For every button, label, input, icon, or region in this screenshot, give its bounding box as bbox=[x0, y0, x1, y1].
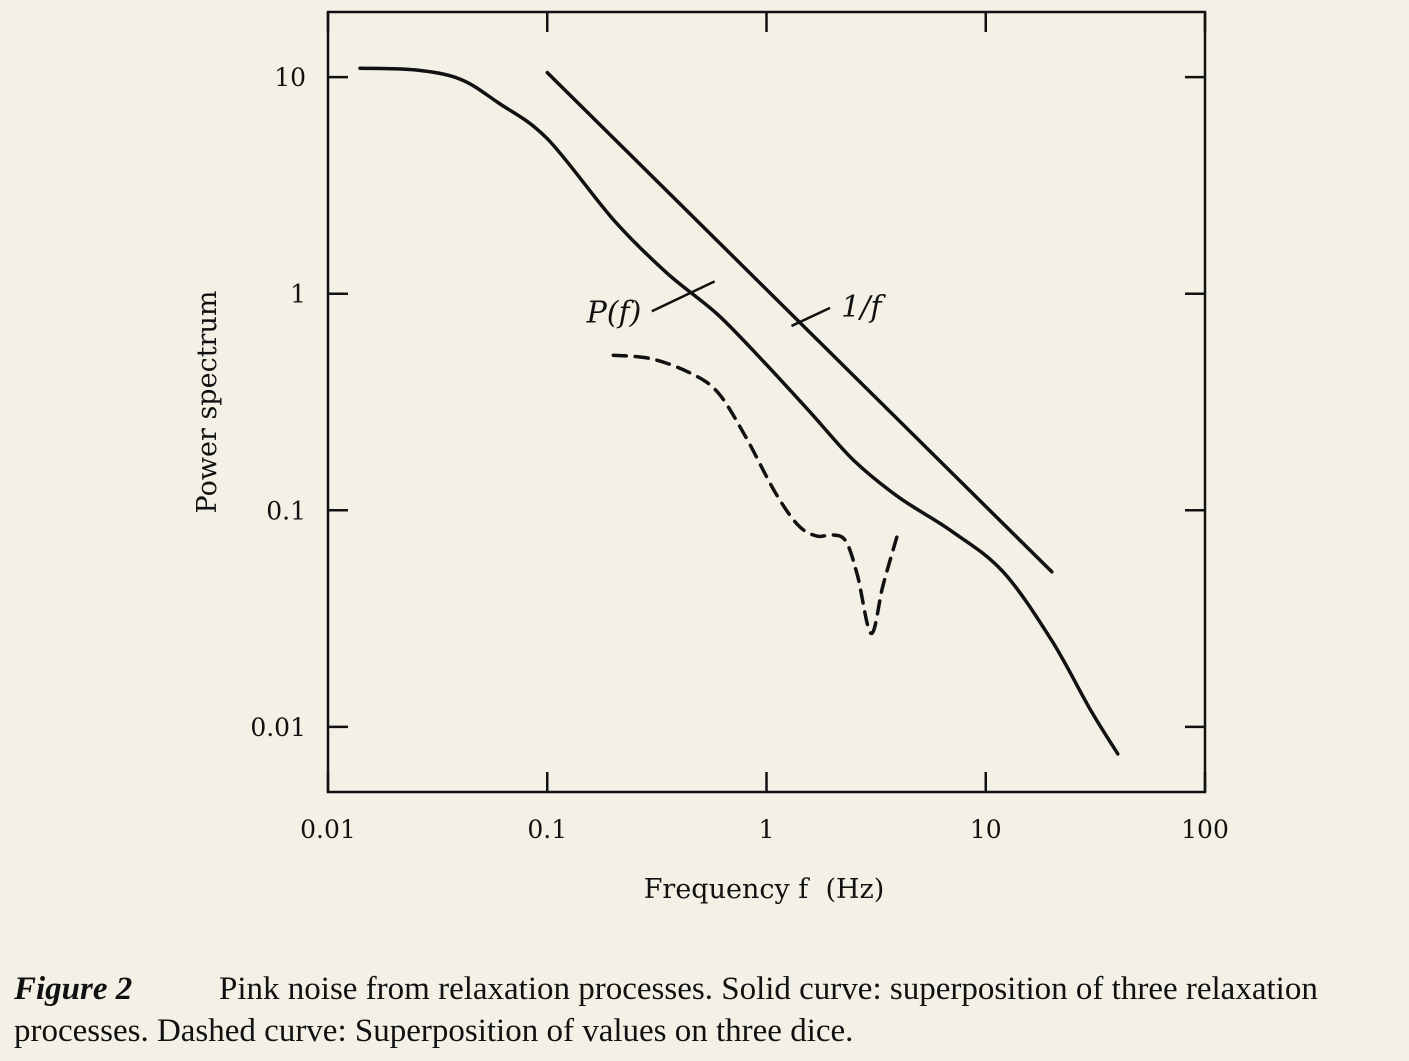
power-spectrum-chart: 0.01 0.1 1 10 100 10 1 0.1 0.01 P(f) 1/f Frequenc… bbox=[192, 10, 1229, 905]
series-layer bbox=[358, 66, 1120, 756]
one-over-f-leader-line bbox=[790, 306, 831, 328]
x-tick-label: 0.01 bbox=[300, 815, 356, 844]
y-tick-label: 1 bbox=[290, 280, 306, 309]
series-dice-dashed-curve bbox=[611, 353, 901, 636]
pf-label: P(f) bbox=[586, 295, 642, 330]
y-tick-label: 0.1 bbox=[266, 496, 306, 525]
x-axis-title: Frequency f (Hz) bbox=[644, 874, 885, 905]
one-over-f-label: 1/f bbox=[841, 290, 886, 325]
y-tick-label: 0.01 bbox=[250, 713, 306, 742]
caption-text: Pink noise from relaxation processes. So… bbox=[14, 971, 1318, 1049]
x-tick-label: 0.1 bbox=[527, 815, 567, 844]
series-pf-curve bbox=[358, 66, 1120, 756]
annotation-layer: P(f) 1/f bbox=[586, 280, 886, 330]
axis-ticks bbox=[326, 12, 1207, 792]
tick-labels: 0.01 0.1 1 10 100 10 1 0.1 0.01 bbox=[250, 63, 1229, 844]
figure-label: Figure 2 bbox=[14, 971, 133, 1007]
y-axis-title: Power spectrum bbox=[192, 291, 223, 514]
x-tick-label: 100 bbox=[1181, 815, 1229, 844]
figure-caption: Figure 2 Pink noise from relaxation proce… bbox=[14, 968, 1399, 1052]
x-tick-label: 1 bbox=[759, 815, 775, 844]
x-tick-label: 10 bbox=[970, 815, 1002, 844]
y-tick-label: 10 bbox=[274, 63, 306, 92]
pf-leader-line bbox=[651, 280, 716, 313]
